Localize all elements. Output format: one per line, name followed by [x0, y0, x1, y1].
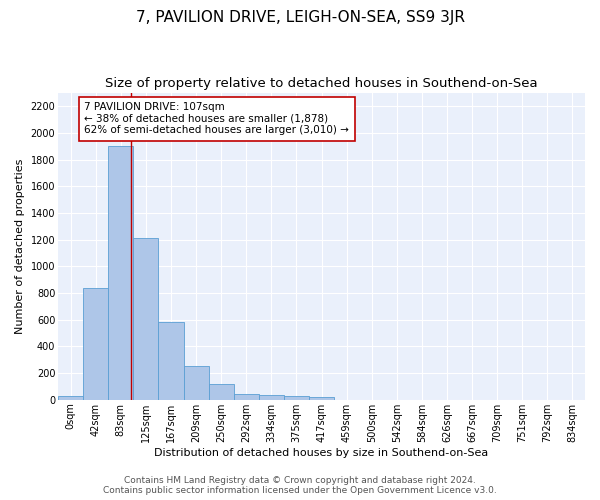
- Bar: [309, 397, 334, 400]
- Bar: [83, 288, 108, 400]
- Bar: [259, 394, 284, 400]
- X-axis label: Distribution of detached houses by size in Southend-on-Sea: Distribution of detached houses by size …: [154, 448, 488, 458]
- Text: 7, PAVILION DRIVE, LEIGH-ON-SEA, SS9 3JR: 7, PAVILION DRIVE, LEIGH-ON-SEA, SS9 3JR: [136, 10, 464, 25]
- Title: Size of property relative to detached houses in Southend-on-Sea: Size of property relative to detached ho…: [105, 78, 538, 90]
- Bar: [209, 384, 234, 400]
- Text: Contains HM Land Registry data © Crown copyright and database right 2024.
Contai: Contains HM Land Registry data © Crown c…: [103, 476, 497, 495]
- Bar: [234, 394, 259, 400]
- Bar: [133, 238, 158, 400]
- Bar: [158, 322, 184, 400]
- Bar: [108, 146, 133, 400]
- Bar: [184, 366, 209, 400]
- Y-axis label: Number of detached properties: Number of detached properties: [15, 158, 25, 334]
- Bar: [58, 396, 83, 400]
- Bar: [284, 396, 309, 400]
- Text: 7 PAVILION DRIVE: 107sqm
← 38% of detached houses are smaller (1,878)
62% of sem: 7 PAVILION DRIVE: 107sqm ← 38% of detach…: [85, 102, 349, 136]
